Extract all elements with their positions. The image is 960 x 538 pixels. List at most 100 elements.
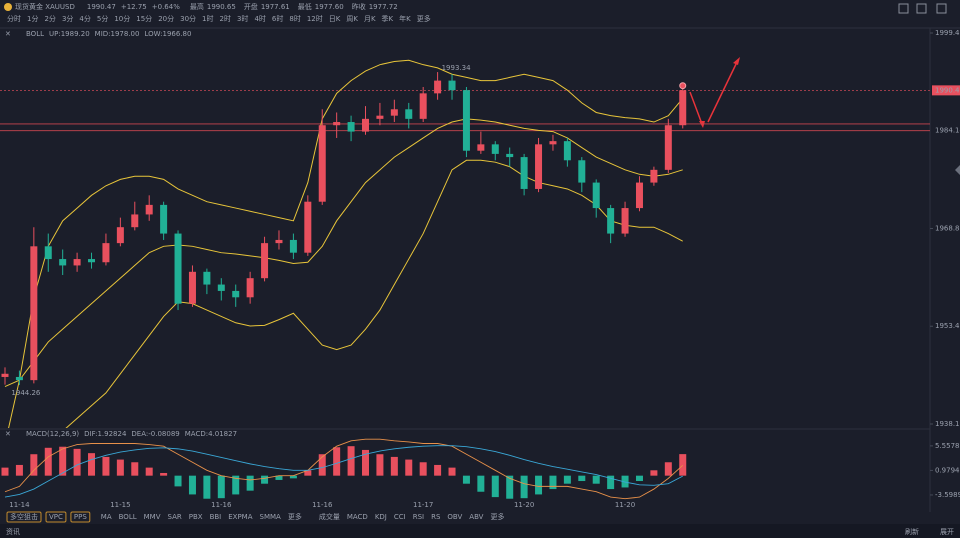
timeframe[interactable]: 5分 bbox=[97, 14, 108, 23]
timeframe[interactable]: 20分 bbox=[158, 14, 174, 23]
last-price-box bbox=[932, 85, 960, 96]
timeframe[interactable]: 30分 bbox=[180, 14, 196, 23]
macd-bar bbox=[275, 475, 283, 480]
candle-body bbox=[246, 278, 254, 298]
legend-entry: UP:1989.20 bbox=[49, 30, 90, 38]
expand-button[interactable]: 展开 bbox=[940, 528, 954, 536]
timeframe[interactable]: 15分 bbox=[136, 14, 152, 23]
strategy-button[interactable]: PPS bbox=[74, 513, 87, 521]
macd-bar bbox=[506, 475, 514, 499]
timeframe[interactable]: 2分 bbox=[44, 14, 55, 23]
candle-body bbox=[44, 246, 52, 260]
macd-bar bbox=[376, 454, 384, 476]
candle-body bbox=[275, 239, 283, 244]
icon[interactable] bbox=[936, 3, 947, 14]
strategy-border[interactable] bbox=[45, 511, 67, 523]
candle-body bbox=[535, 144, 543, 189]
timeframe[interactable]: 季K bbox=[382, 14, 394, 23]
indicator-button[interactable]: SMMA bbox=[260, 513, 282, 521]
candle-body bbox=[73, 259, 81, 266]
min-label: 1944.26 bbox=[11, 389, 40, 397]
timeframe[interactable]: 月K bbox=[364, 15, 376, 23]
indicator-button[interactable]: CCI bbox=[394, 513, 406, 521]
timeframe[interactable]: 12时 bbox=[307, 14, 323, 23]
timeframe[interactable]: 年K bbox=[399, 14, 411, 23]
last-price-label: 1990.47 bbox=[935, 86, 960, 94]
macd-bar bbox=[261, 475, 269, 484]
arrow bbox=[707, 59, 739, 123]
strategy-button[interactable]: VPC bbox=[49, 513, 63, 521]
timeframe[interactable]: 2时 bbox=[220, 14, 231, 23]
news-tab[interactable]: 资讯 bbox=[6, 527, 20, 536]
macd-bar bbox=[347, 446, 355, 476]
candle-body bbox=[679, 90, 687, 126]
timeframe[interactable]: 周K bbox=[346, 15, 358, 23]
strategy-border[interactable] bbox=[6, 511, 42, 523]
icon[interactable] bbox=[898, 3, 909, 14]
timeframe[interactable]: 分时 bbox=[7, 14, 21, 23]
macd-bar bbox=[203, 475, 211, 499]
macd-bar bbox=[578, 475, 586, 482]
timeframe[interactable]: 10分 bbox=[114, 14, 130, 23]
candle-body bbox=[289, 239, 297, 253]
indicator-button[interactable]: RSI bbox=[413, 513, 424, 521]
strategy-button[interactable]: 多空狙击 bbox=[10, 512, 38, 521]
collapse-tab[interactable] bbox=[955, 165, 960, 175]
top-right-icons[interactable] bbox=[898, 3, 947, 14]
timeframe[interactable]: 3时 bbox=[237, 14, 248, 23]
candle-body bbox=[621, 208, 629, 234]
indicator-button[interactable]: SAR bbox=[168, 513, 182, 521]
indicator-button[interactable]: OBV bbox=[447, 513, 462, 521]
candle-body bbox=[563, 141, 571, 161]
timeframe[interactable]: 1分 bbox=[27, 14, 38, 23]
macd-plot bbox=[1, 438, 687, 500]
refresh-button[interactable]: 刷新 bbox=[905, 527, 919, 536]
macd-bar bbox=[563, 475, 571, 484]
macd-bar bbox=[318, 454, 326, 476]
arrow-head bbox=[699, 121, 705, 128]
macd-line bbox=[4, 438, 684, 500]
indicator-button[interactable]: KDJ bbox=[375, 513, 387, 521]
stat-value: 1977.60 bbox=[315, 3, 344, 11]
indicator-button[interactable]: MACD bbox=[347, 513, 368, 521]
boll-line bbox=[4, 118, 683, 387]
icon[interactable] bbox=[916, 3, 927, 14]
timeframe[interactable]: 8时 bbox=[289, 14, 300, 23]
strategy-border[interactable] bbox=[70, 511, 91, 523]
indicator-button[interactable]: 成交量 bbox=[319, 512, 340, 521]
candle-body bbox=[390, 109, 398, 116]
timeframe[interactable]: 日K bbox=[329, 15, 341, 23]
macd-bar bbox=[679, 454, 687, 476]
stat-label: 昨收 bbox=[352, 2, 366, 11]
indicator-button[interactable]: MA bbox=[101, 513, 112, 521]
candle-body bbox=[30, 246, 38, 381]
macd-bar bbox=[289, 475, 297, 479]
timeframe[interactable]: 4时 bbox=[254, 14, 265, 23]
timeframe[interactable]: 更多 bbox=[417, 14, 431, 23]
indicator-button[interactable]: 更多 bbox=[288, 512, 302, 521]
x-tick-label: 11-17 bbox=[413, 501, 433, 509]
timeframe[interactable]: 1时 bbox=[202, 14, 213, 23]
timeframe[interactable]: 6时 bbox=[272, 14, 283, 23]
candle-body bbox=[15, 376, 23, 381]
indicator-button[interactable]: ABV bbox=[469, 513, 483, 521]
x-tick-label: 11-16 bbox=[211, 501, 232, 509]
indicator-button[interactable]: BBI bbox=[210, 513, 222, 521]
indicator-button[interactable]: PBX bbox=[189, 513, 203, 521]
y-tick-label: 1999.47 bbox=[935, 29, 960, 37]
indicator-button[interactable]: RS bbox=[431, 513, 441, 521]
indicator-button[interactable]: MMV bbox=[144, 513, 161, 521]
indicator-button[interactable]: 更多 bbox=[490, 512, 504, 521]
candle-body bbox=[217, 284, 225, 291]
indicator-button[interactable]: BOLL bbox=[119, 513, 137, 521]
macd-bar bbox=[333, 447, 341, 476]
candle-body bbox=[59, 259, 67, 266]
close-icon[interactable]: ✕ bbox=[5, 430, 11, 438]
y-tick-label: 1938.12 bbox=[935, 420, 960, 428]
macd-bar bbox=[116, 459, 124, 476]
macd-bar bbox=[491, 475, 499, 498]
timeframe[interactable]: 4分 bbox=[79, 14, 90, 23]
indicator-button[interactable]: EXPMA bbox=[228, 513, 252, 521]
timeframe[interactable]: 3分 bbox=[62, 14, 73, 23]
close-icon[interactable]: ✕ bbox=[5, 30, 11, 38]
